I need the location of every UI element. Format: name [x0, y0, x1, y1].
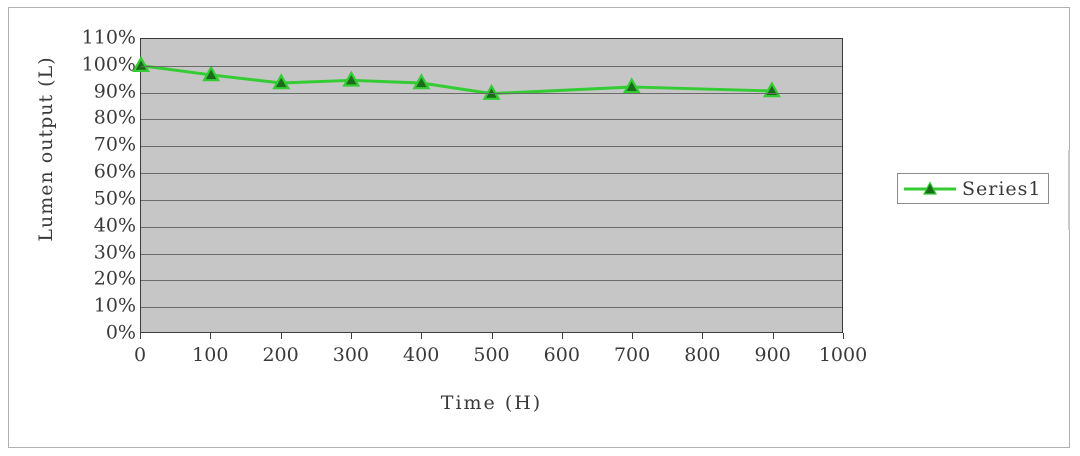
gridline [141, 227, 842, 228]
gridline [141, 93, 842, 94]
y-axis-tick-label: 10% [93, 294, 136, 317]
y-axis-tick-label: 90% [93, 80, 136, 103]
gridline [141, 307, 842, 308]
gridline [141, 119, 842, 120]
panel-divider [1068, 150, 1070, 230]
x-axis-tick [421, 333, 422, 339]
x-axis-ticks [140, 333, 844, 340]
x-axis-tick-labels: 0 100 200 300 400 500 600 700 800 900 1000 [134, 344, 867, 372]
x-axis-tick-label: 200 [262, 344, 299, 366]
gridline [141, 146, 842, 147]
y-axis-tick-label: 0% [105, 321, 136, 344]
series-line-chart [132, 55, 781, 100]
chart-legend[interactable]: Series1 [897, 173, 1049, 204]
x-axis-title: Time (H) [440, 392, 543, 414]
x-axis-tick-label: 700 [613, 344, 651, 366]
x-axis-tick [281, 333, 282, 339]
data-point-marker[interactable] [132, 55, 150, 72]
data-point-marker[interactable] [272, 73, 291, 90]
x-axis-tick-label: 800 [684, 344, 721, 366]
data-point-marker[interactable] [622, 77, 641, 94]
y-axis-tick-label: 20% [93, 267, 136, 290]
x-axis-tick [140, 333, 141, 339]
data-point-marker[interactable] [762, 81, 781, 98]
legend-entry-label: Series1 [962, 177, 1042, 200]
plot-inner [132, 39, 842, 332]
gridline [141, 200, 842, 201]
y-axis-title: Lumen output (L) [35, 56, 57, 242]
data-point-marker[interactable] [342, 70, 361, 87]
y-axis-tick-label: 60% [93, 160, 136, 183]
y-axis-tick-label: 70% [93, 133, 136, 156]
data-point-marker[interactable] [412, 73, 431, 90]
x-axis-tick-label: 600 [543, 344, 580, 366]
y-axis-tick-label: 80% [93, 106, 136, 129]
x-axis-tick [210, 333, 211, 339]
gridline [141, 173, 842, 174]
legend-series-marker-icon [902, 180, 958, 198]
x-axis-tick [492, 333, 493, 339]
x-axis-tick [351, 333, 352, 339]
y-axis-tick-label: 100% [81, 53, 136, 76]
gridline [141, 254, 842, 255]
x-axis-tick [773, 333, 774, 339]
x-axis-tick-label: 1000 [818, 344, 868, 366]
y-axis-tick-label: 110% [81, 26, 136, 49]
series-line [140, 64, 772, 96]
y-axis-tick-label: 50% [93, 187, 136, 210]
gridline [141, 280, 842, 281]
y-axis-tick-label: 40% [93, 214, 136, 237]
x-axis-tick [843, 333, 844, 339]
x-axis-tick-label: 500 [473, 344, 510, 366]
x-axis-tick-label: 100 [192, 344, 229, 366]
y-axis-tick-label: 30% [93, 241, 136, 264]
data-point-marker[interactable] [202, 65, 221, 82]
x-axis-tick-label: 0 [133, 344, 147, 366]
plot-area [132, 38, 843, 333]
x-axis-tick-label: 400 [403, 344, 440, 366]
legend-line-icon [904, 180, 956, 195]
x-axis-tick [632, 333, 633, 339]
x-axis-tick-label: 900 [754, 344, 791, 366]
gridline [141, 66, 842, 67]
y-axis-tick-labels: 0% 10% 20% 30% 40% 50% 60% 70% 80% 90% 100% 110% [62, 28, 136, 342]
data-point-marker[interactable] [482, 83, 501, 100]
x-axis-tick-label: 300 [332, 344, 370, 366]
x-axis-tick [702, 333, 703, 339]
x-axis-tick [562, 333, 563, 339]
